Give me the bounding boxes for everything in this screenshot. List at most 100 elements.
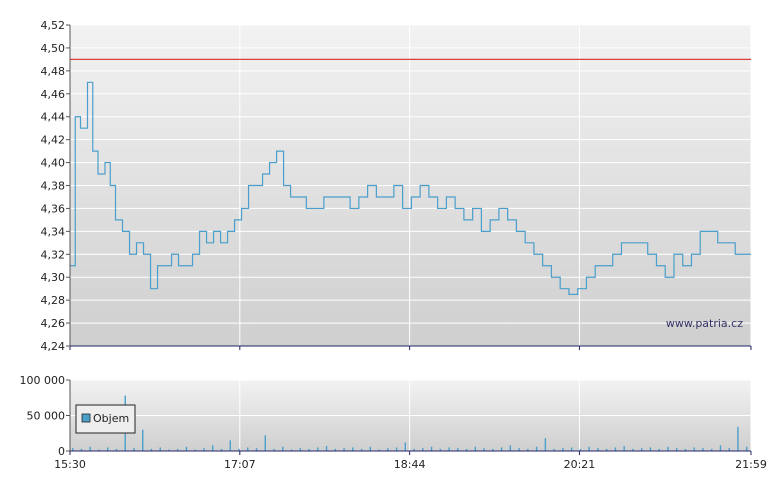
volume-bar xyxy=(535,446,538,451)
volume-bar xyxy=(684,448,687,451)
volume-bar xyxy=(422,448,424,451)
volume-bar xyxy=(614,447,617,451)
volume-bar xyxy=(115,448,118,451)
volume-bar xyxy=(562,448,564,451)
price-y-tick-label: 4,34 xyxy=(41,225,66,238)
volume-bar xyxy=(247,447,249,451)
price-y-tick-label: 4,48 xyxy=(41,65,66,78)
price-series-line xyxy=(70,81,751,296)
volume-bar xyxy=(457,448,459,451)
volume-bar xyxy=(255,448,258,451)
volume-bar xyxy=(632,448,634,451)
volume-bar xyxy=(80,448,83,451)
volume-bar xyxy=(570,447,573,451)
volume-bar xyxy=(640,448,643,451)
volume-bar xyxy=(343,448,345,451)
volume-bar xyxy=(290,449,293,451)
volume-bar xyxy=(369,446,372,451)
volume-bar xyxy=(185,446,188,451)
x-axis-ticks: 15:30 17:07 18:44 20:21 21:59 xyxy=(54,451,767,471)
volume-bar xyxy=(282,446,284,451)
volume-bar xyxy=(194,449,196,451)
volume-bar xyxy=(474,446,477,451)
volume-bar xyxy=(667,446,669,451)
volume-bar xyxy=(212,445,214,451)
volume-bar xyxy=(72,448,74,451)
volume-bar xyxy=(395,447,398,451)
volume-panel: 100 000 50 000 0 15:30 17:07 18:44 20:21 21:59… xyxy=(20,374,767,471)
volume-bar xyxy=(229,440,231,451)
volume-y-axis-ticks: 100 000 50 000 0 xyxy=(20,374,70,458)
volume-bar xyxy=(177,448,179,451)
x-tick-label: 20:21 xyxy=(564,458,596,471)
volume-bar xyxy=(702,448,704,451)
price-y-tick-label: 4,44 xyxy=(41,111,66,124)
volume-bar xyxy=(448,447,450,451)
volume-bar xyxy=(142,429,144,451)
volume-bar xyxy=(737,426,739,451)
volume-bar xyxy=(649,447,652,451)
price-series-points xyxy=(69,82,752,295)
volume-y-tick-label: 50 000 xyxy=(27,410,66,423)
price-y-tick-label: 4,30 xyxy=(41,271,66,284)
volume-bar xyxy=(107,447,109,451)
volume-bar xyxy=(89,446,91,451)
legend: Objem xyxy=(75,404,136,434)
price-y-axis-ticks: 4,52 4,50 4,48 4,46 4,44 4,42 4,40 4,38 4,36 4,34… xyxy=(41,19,70,353)
x-tick-label: 21:59 xyxy=(735,458,767,471)
volume-bar xyxy=(588,446,590,451)
volume-bar xyxy=(658,448,660,451)
volume-bar xyxy=(728,448,730,451)
volume-bar xyxy=(465,448,468,451)
volume-y-tick-label: 0 xyxy=(58,445,65,458)
volume-bar xyxy=(719,445,722,451)
x-tick-label: 17:07 xyxy=(224,458,256,471)
volume-bar xyxy=(98,449,100,451)
price-y-tick-label: 4,38 xyxy=(41,180,66,193)
volume-bar xyxy=(317,447,319,451)
volume-bar xyxy=(518,448,520,451)
price-y-tick-label: 4,46 xyxy=(41,88,66,101)
volume-y-tick-label: 100 000 xyxy=(20,374,66,387)
price-y-tick-label: 4,26 xyxy=(41,317,66,330)
volume-bar xyxy=(492,448,494,451)
price-y-tick-label: 4,52 xyxy=(41,19,66,32)
volume-bar xyxy=(168,449,170,451)
volume-bar xyxy=(220,448,223,451)
volume-bar xyxy=(605,448,608,451)
legend-label: Objem xyxy=(93,412,129,425)
watermark: www.patria.cz xyxy=(666,317,743,330)
price-y-tick-label: 4,28 xyxy=(41,294,66,307)
volume-bar xyxy=(308,448,310,451)
price-y-tick-label: 4,50 xyxy=(41,42,66,55)
volume-bar xyxy=(509,445,512,451)
volume-bar xyxy=(544,438,547,451)
volume-bar xyxy=(483,448,485,451)
volume-bar xyxy=(675,448,678,451)
legend-swatch xyxy=(81,413,91,423)
price-y-tick-label: 4,42 xyxy=(41,134,66,147)
volume-bar xyxy=(273,448,275,451)
volume-bar xyxy=(500,447,503,451)
volume-bar xyxy=(745,446,748,451)
volume-bar xyxy=(378,449,380,451)
volume-bar xyxy=(553,448,555,451)
volume-bar xyxy=(430,446,433,451)
volume-bar xyxy=(579,448,582,451)
volume-bar xyxy=(404,442,407,451)
price-y-tick-label: 4,24 xyxy=(41,340,66,353)
x-tick-label: 15:30 xyxy=(54,458,86,471)
volume-bar xyxy=(710,448,713,451)
volume-bar xyxy=(527,448,529,451)
volume-bar xyxy=(623,446,625,451)
price-panel: 4,52 4,50 4,48 4,46 4,44 4,42 4,40 4,38 4,36 4,34… xyxy=(41,19,752,353)
volume-bar xyxy=(597,448,599,451)
volume-bar xyxy=(413,448,415,451)
volume-bar xyxy=(334,448,336,451)
x-tick-label: 18:44 xyxy=(394,458,426,471)
volume-bar xyxy=(439,448,442,451)
volume-bar xyxy=(133,448,135,451)
volume-bar xyxy=(203,448,205,451)
volume-bar xyxy=(360,448,363,451)
